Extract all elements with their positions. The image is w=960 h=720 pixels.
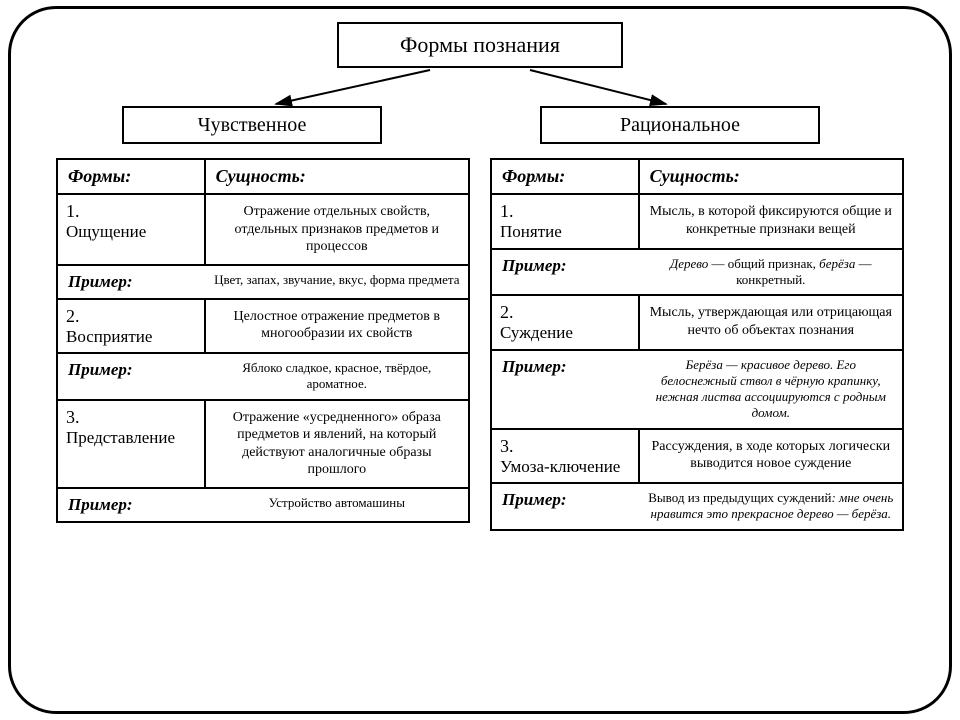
root-title-box: Формы познания [337,22,623,68]
header-essence: Сущность: [640,160,902,193]
entry-num: 3. [500,436,630,457]
table-header-row: Формы: Сущность: [58,160,468,195]
table-header-row: Формы: Сущность: [492,160,902,195]
entry-num: 1. [500,201,630,222]
branch-left-title: Чувственное [198,114,307,137]
entry-num: 3. [66,407,196,428]
entry-name: Ощущение [66,222,196,242]
entry-name: Восприятие [66,327,196,347]
example-text: Устройство автомашины [206,489,468,521]
entry-num: 1. [66,201,196,222]
entry-name: Представление [66,428,196,448]
example-text: Вывод из предыдущих суждений: мне очень … [640,484,902,529]
left-entry-3: 3. Представление Отражение «усредненного… [58,401,468,521]
header-forms: Формы: [492,160,640,193]
example-text: Цвет, запах, звучание, вкус, форма предм… [206,266,468,298]
entry-num: 2. [66,306,196,327]
right-entry-1: 1. Понятие Мысль, в которой фиксируются … [492,195,902,296]
entry-essence: Мысль, в которой фиксируются общие и кон… [640,195,902,248]
branch-right-title: Рациональное [620,114,740,137]
example-text: Дерево — общий признак, берёза — конкрет… [640,250,902,295]
example-label: Пример: [58,489,206,521]
branch-right-box: Рациональное [540,106,820,144]
branch-left-box: Чувственное [122,106,382,144]
entry-name: Суждение [500,323,630,343]
entry-name: Умоза-ключение [500,457,630,477]
right-column: Формы: Сущность: 1. Понятие Мысль, в кот… [490,158,904,531]
example-label: Пример: [492,250,640,295]
entry-essence: Отражение «усредненного» образа предмето… [206,401,468,487]
example-label: Пример: [58,266,206,298]
left-column: Формы: Сущность: 1. Ощущение Отражение о… [56,158,470,523]
header-essence: Сущность: [206,160,468,193]
root-title: Формы познания [400,32,560,58]
header-forms: Формы: [58,160,206,193]
entry-num: 2. [500,302,630,323]
example-text: Берёза — красивое дерево. Его белоснежны… [640,351,902,428]
left-entry-2: 2. Восприятие Целостное отражение предме… [58,300,468,401]
left-table: Формы: Сущность: 1. Ощущение Отражение о… [56,158,470,523]
entry-essence: Рассуждения, в ходе которых логически вы… [640,430,902,483]
example-label: Пример: [492,351,640,428]
example-label: Пример: [58,354,206,399]
entry-name: Понятие [500,222,630,242]
right-entry-2: 2. Суждение Мысль, утверждающая или отри… [492,296,902,430]
entry-essence: Отражение отдельных свойств, отдельных п… [206,195,468,264]
right-entry-3: 3. Умоза-ключение Рассуждения, в ходе ко… [492,430,902,529]
right-table: Формы: Сущность: 1. Понятие Мысль, в кот… [490,158,904,531]
entry-essence: Мысль, утверждающая или отрицающая нечто… [640,296,902,349]
example-text: Яблоко сладкое, красное, твёрдое, аромат… [206,354,468,399]
example-label: Пример: [492,484,640,529]
left-entry-1: 1. Ощущение Отражение отдельных свойств,… [58,195,468,300]
entry-essence: Целостное отражение предметов в многообр… [206,300,468,353]
